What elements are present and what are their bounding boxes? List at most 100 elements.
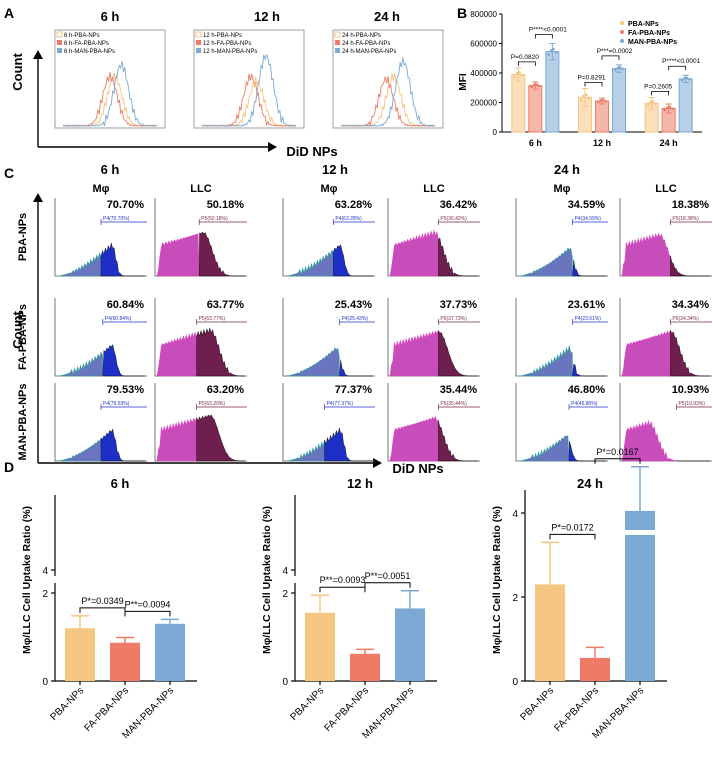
panel-c-histogram: P4(34.59%) 34.59% [515,198,608,277]
gate-label: P4(25.43%) [342,316,369,322]
gate-label: P4(79.53%) [103,401,130,407]
panel-c-histogram: P5(63.20%) 63.20% [154,383,247,462]
panel-d-significance-bracket [124,610,171,617]
panel-b-data-point [530,85,533,89]
panel-c-row-label: FA-PBA-NPs [17,304,29,370]
panel-b-p-value: P****<0.0001 [662,58,701,65]
panel-b-data-point [520,73,524,77]
panel-b-bar [528,85,543,133]
gate-label: P5(50.18%) [201,216,228,222]
histogram-ungated-region [389,330,439,377]
gate-marker [572,219,608,225]
legend-label-6h-man: 6 h-MAN-PBA-NPs [64,49,115,55]
panel-d-error-bar [161,618,179,624]
panel-b-data-point [680,78,684,82]
panel-b-y-tick-label: 800000 [470,10,497,19]
panel-b-error-bar [549,43,556,61]
histogram-ungated-region [517,345,573,377]
panel-d-p-value: P*=0.0167 [596,447,638,457]
gate-percentage: 37.73% [440,299,478,311]
panel-a-x-arrowhead [268,142,277,152]
histogram-ungated-region [517,435,570,462]
panel-d-bar [395,608,425,681]
panel-b-error-bar [515,67,522,82]
panel-d-significance-bracket [594,458,641,464]
panel-d-axis-break [623,530,657,535]
panel-d-y-tick-label: 0 [42,677,48,688]
gate-marker [670,219,712,225]
histogram-ungated-region [56,438,102,462]
panel-a-curve-man [340,57,436,127]
panel-c-histogram: P5(37.73%) 37.73% [387,298,480,377]
panel-a-curve-fa [62,71,158,127]
gate-marker [568,404,608,410]
panel-d-significance-bracket [79,607,126,613]
panel-c-cell-label: Mφ [553,183,570,195]
histogram-gated-region [333,244,373,277]
legend-label-fa: FA-PBA-NPs [628,30,670,37]
panel-d-bar [350,653,380,681]
panel-b-data-point [587,96,591,100]
histogram-ungated-region [56,251,102,277]
histogram-gated-region [102,344,145,377]
panel-d-y-label: Mφ/LLC Cell Uptake Ratio (%) [491,506,503,654]
gate-percentage: 77.37% [335,384,373,396]
legend-label-12h-pba: 12 h-PBA-NPs [203,33,242,39]
panel-c-flow-grid: Count DiD NPs 6 h 12 h 24 h Mφ LLC Mφ LLC Mφ LLC… [10,162,712,476]
legend-swatch-pba [195,31,202,38]
panel-c-cell-label: Mφ [320,183,337,195]
gate-label: P5(10.93%) [679,401,706,407]
legend-swatch-fa [57,40,62,45]
panel-d-significance-bracket [364,582,411,588]
gate-label: P4(60.84%) [105,316,132,322]
panel-b-data-point [683,77,686,80]
panel-d-bar [155,623,185,681]
gate-label: P5(63.20%) [199,401,226,407]
panel-c-x-arrowhead [373,458,382,468]
panel-b-significance-bracket [668,65,687,71]
panel-b-data-point [582,94,586,98]
panel-b-data-point [654,102,657,106]
panel-b-data-point [596,100,600,104]
histogram-gated-region [438,237,478,277]
gate-percentage: 35.44% [440,384,478,396]
panel-b-data-point [616,66,620,70]
gate-percentage: 46.80% [568,384,606,396]
panel-c-cell-label: LLC [190,183,211,195]
legend-label-24h-pba: 24 h-PBA-NPs [342,33,381,39]
gate-percentage: 50.18% [207,199,245,211]
panel-d-chart: 24 h Mφ/LLC Cell Uptake Ratio (%) 0 2 4 PBA-N… [491,447,667,741]
panel-b-data-point [604,100,608,103]
panel-b-error-bar [648,96,655,110]
legend-swatch-fa [196,40,201,45]
panel-d-y-tick-label: 4 [42,566,48,577]
panel-c-cell-label: LLC [423,183,444,195]
panel-b-y-tick-label: 400000 [470,69,497,78]
panel-c-histogram: P4(77.37%) 77.37% [282,383,375,462]
panel-d-p-value: P**=0.0094 [125,599,171,609]
panel-c-histogram: P4(63.28%) 63.28% [282,198,375,277]
gate-marker [572,319,608,325]
panel-b-x-tick-label: 12 h [593,138,611,148]
gate-label: P4(63.28%) [335,216,362,222]
panel-d-p-value: P*=0.0172 [551,522,593,532]
gate-percentage: 34.34% [672,299,710,311]
panel-a-curve-fa [340,76,436,127]
panel-c-histogram: P5(50.18%) 50.18% [154,198,247,277]
gate-percentage: 34.59% [568,199,606,211]
panel-d-y-tick-label: 2 [282,589,288,600]
panel-d-error-bar [356,648,374,654]
panel-b-error-bar [599,97,605,105]
panel-a-title-12h: 12 h [254,9,280,24]
legend-marker-fa [620,30,624,34]
panel-b-x-tick-label: 6 h [529,138,542,148]
panel-b-significance-bracket [517,61,536,66]
panel-c-histogram: P5(63.77%) 63.77% [154,298,247,377]
gate-percentage: 70.70% [107,199,145,211]
histogram-gated-region [670,330,710,377]
panel-c-histogram: P5(35.44%) 35.44% [387,383,480,462]
gate-marker [676,404,712,410]
panel-d-y-tick-label: 4 [282,566,288,577]
panel-d-y-label: Mφ/LLC Cell Uptake Ratio (%) [21,506,33,654]
legend-label-6h-pba: 6 h-PBA-NPs [64,33,100,39]
